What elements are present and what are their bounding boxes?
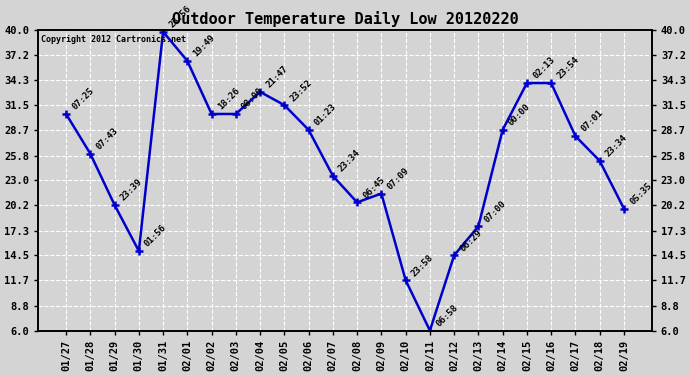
Text: 01:23: 01:23: [313, 102, 338, 128]
Text: 19:49: 19:49: [192, 33, 217, 59]
Text: 23:34: 23:34: [337, 148, 362, 174]
Text: 18:26: 18:26: [216, 87, 241, 112]
Text: 06:58: 06:58: [434, 303, 460, 328]
Text: 23:52: 23:52: [288, 78, 314, 103]
Text: 02:13: 02:13: [531, 56, 556, 81]
Text: 07:25: 07:25: [70, 87, 96, 112]
Text: 01:56: 01:56: [143, 224, 168, 249]
Text: 07:00: 07:00: [482, 199, 508, 224]
Text: 05:35: 05:35: [628, 181, 653, 206]
Text: 07:43: 07:43: [95, 126, 120, 152]
Text: 06:45: 06:45: [362, 175, 386, 200]
Text: 23:39: 23:39: [119, 177, 144, 203]
Text: 23:54: 23:54: [555, 56, 581, 81]
Title: Outdoor Temperature Daily Low 20120220: Outdoor Temperature Daily Low 20120220: [172, 12, 518, 27]
Text: 00:00: 00:00: [507, 102, 532, 128]
Text: 06:29: 06:29: [458, 228, 484, 253]
Text: 21:47: 21:47: [264, 64, 290, 90]
Text: 07:01: 07:01: [580, 108, 605, 134]
Text: Copyright 2012 Cartronics.net: Copyright 2012 Cartronics.net: [41, 34, 186, 44]
Text: 23:34: 23:34: [604, 133, 629, 159]
Text: 08:00: 08:00: [240, 87, 266, 112]
Text: 23:56: 23:56: [167, 4, 193, 30]
Text: 23:58: 23:58: [410, 253, 435, 278]
Text: 07:09: 07:09: [386, 166, 411, 191]
